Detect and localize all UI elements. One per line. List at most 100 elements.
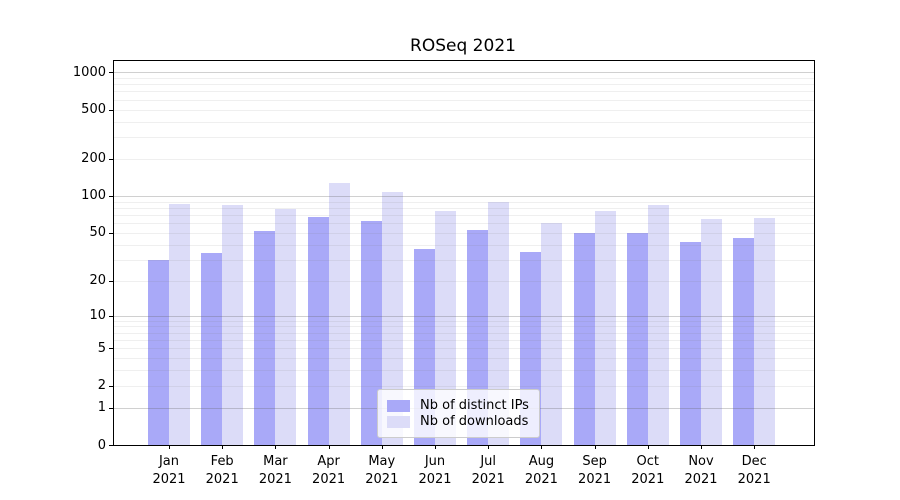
gridline-major bbox=[114, 315, 814, 317]
bar-downloads-jul bbox=[488, 202, 510, 445]
y-tick-mark bbox=[109, 232, 113, 234]
gridline-minor bbox=[114, 214, 814, 216]
y-tick-mark bbox=[109, 385, 113, 387]
legend-item-distinct-ips: Nb of distinct IPs bbox=[387, 399, 529, 412]
gridline-minor bbox=[114, 201, 814, 203]
x-tick-label: Jul 2021 bbox=[471, 454, 505, 487]
legend-swatch-distinct-ips bbox=[387, 399, 410, 412]
x-tick-mark bbox=[381, 445, 383, 449]
bar-distinct-ips-mar bbox=[254, 230, 276, 445]
y-tick-label: 500 bbox=[81, 102, 106, 117]
gridline-minor bbox=[114, 320, 814, 322]
gridline-minor bbox=[114, 232, 814, 234]
legend-label-distinct-ips: Nb of distinct IPs bbox=[420, 398, 529, 413]
y-tick-label: 50 bbox=[89, 225, 106, 241]
gridline-major bbox=[114, 72, 814, 74]
x-tick-mark bbox=[541, 445, 543, 449]
x-tick-mark bbox=[594, 445, 596, 449]
legend: Nb of distinct IPs Nb of downloads bbox=[377, 389, 540, 438]
gridline-minor bbox=[114, 332, 814, 334]
gridline-minor bbox=[114, 99, 814, 101]
y-tick-mark bbox=[109, 348, 113, 350]
bar-downloads-may bbox=[381, 192, 403, 445]
bar-distinct-ips-sep bbox=[573, 232, 595, 445]
x-tick-mark bbox=[754, 445, 756, 449]
gridline-minor bbox=[114, 326, 814, 328]
y-tick-label: 1 bbox=[97, 400, 106, 416]
bar-distinct-ips-dec bbox=[733, 238, 755, 445]
legend-item-downloads: Nb of downloads bbox=[387, 415, 529, 428]
x-tick-mark bbox=[169, 445, 170, 449]
gridline-minor bbox=[114, 109, 814, 111]
gridline-minor bbox=[114, 137, 814, 138]
y-tick-label: 100 bbox=[81, 188, 106, 204]
gridline-minor bbox=[114, 207, 814, 209]
bar-distinct-ips-apr bbox=[307, 217, 329, 445]
y-tick-label: 10 bbox=[89, 308, 106, 324]
x-tick-label: Mar 2021 bbox=[258, 454, 292, 487]
bar-downloads-mar bbox=[275, 208, 297, 445]
bar-downloads-oct bbox=[647, 204, 669, 445]
y-tick-label: 1000 bbox=[72, 64, 106, 80]
gridline-minor bbox=[114, 370, 814, 372]
bar-downloads-feb bbox=[222, 205, 244, 445]
legend-label-downloads: Nb of downloads bbox=[420, 414, 529, 429]
gridline-minor bbox=[114, 348, 814, 350]
gridline-minor bbox=[114, 121, 814, 123]
x-tick-mark bbox=[222, 445, 224, 449]
y-tick-label: 5 bbox=[97, 340, 106, 356]
x-tick-mark bbox=[488, 445, 490, 449]
gridline-minor bbox=[114, 339, 814, 341]
gridline-minor bbox=[114, 77, 814, 79]
gridline-minor bbox=[114, 280, 814, 282]
gridline-minor bbox=[114, 358, 814, 360]
y-tick-mark bbox=[109, 195, 113, 197]
x-tick-mark bbox=[701, 445, 702, 449]
y-tick-mark bbox=[109, 158, 113, 160]
gridline-minor bbox=[114, 84, 814, 86]
bar-distinct-ips-may bbox=[360, 220, 382, 445]
x-tick-label: Apr 2021 bbox=[312, 454, 346, 487]
gridline-minor bbox=[114, 223, 814, 225]
bar-distinct-ips-nov bbox=[680, 242, 701, 445]
bar-downloads-apr bbox=[328, 182, 350, 445]
x-tick-mark bbox=[275, 445, 277, 449]
bar-downloads-aug bbox=[541, 223, 563, 445]
bar-downloads-jun bbox=[435, 210, 456, 445]
bar-downloads-dec bbox=[754, 218, 776, 445]
x-tick-label: Jan 2021 bbox=[152, 454, 186, 487]
y-tick-label: 200 bbox=[81, 151, 106, 167]
legend-swatch-downloads bbox=[387, 415, 410, 428]
bar-distinct-ips-jan bbox=[148, 259, 169, 445]
gridline-minor bbox=[114, 385, 814, 387]
bar-distinct-ips-feb bbox=[201, 253, 223, 445]
y-tick-label: 20 bbox=[89, 273, 106, 289]
x-tick-label: Aug 2021 bbox=[524, 454, 558, 487]
gridline-minor bbox=[114, 158, 814, 160]
x-tick-label: Oct 2021 bbox=[631, 454, 665, 487]
plot-area: Nb of distinct IPs Nb of downloads 1000 5… bbox=[73, 60, 815, 487]
bar-distinct-ips-oct bbox=[626, 232, 648, 445]
y-tick-label: 2 bbox=[97, 378, 106, 394]
y-tick-mark bbox=[109, 280, 113, 282]
x-tick-label: Dec 2021 bbox=[737, 454, 771, 487]
gridline-major bbox=[114, 195, 814, 197]
x-tick-label: Sep 2021 bbox=[578, 454, 612, 487]
x-tick-label: May 2021 bbox=[365, 454, 399, 487]
y-tick-mark bbox=[109, 407, 113, 409]
y-tick-label: 0 bbox=[97, 437, 106, 453]
y-tick-mark bbox=[109, 72, 113, 74]
gridline-minor bbox=[114, 244, 814, 246]
y-tick-mark bbox=[109, 445, 113, 446]
y-tick-mark bbox=[109, 315, 113, 317]
x-tick-mark bbox=[647, 445, 649, 449]
x-tick-label: Nov 2021 bbox=[684, 454, 718, 487]
x-tick-mark bbox=[435, 445, 436, 449]
bar-downloads-jan bbox=[169, 203, 190, 445]
gridline-minor bbox=[114, 259, 814, 261]
x-tick-mark bbox=[328, 445, 330, 449]
chart-title: ROSeq 2021 bbox=[410, 36, 516, 56]
x-tick-label: Jun 2021 bbox=[418, 454, 452, 487]
x-tick-label: Feb 2021 bbox=[205, 454, 239, 487]
